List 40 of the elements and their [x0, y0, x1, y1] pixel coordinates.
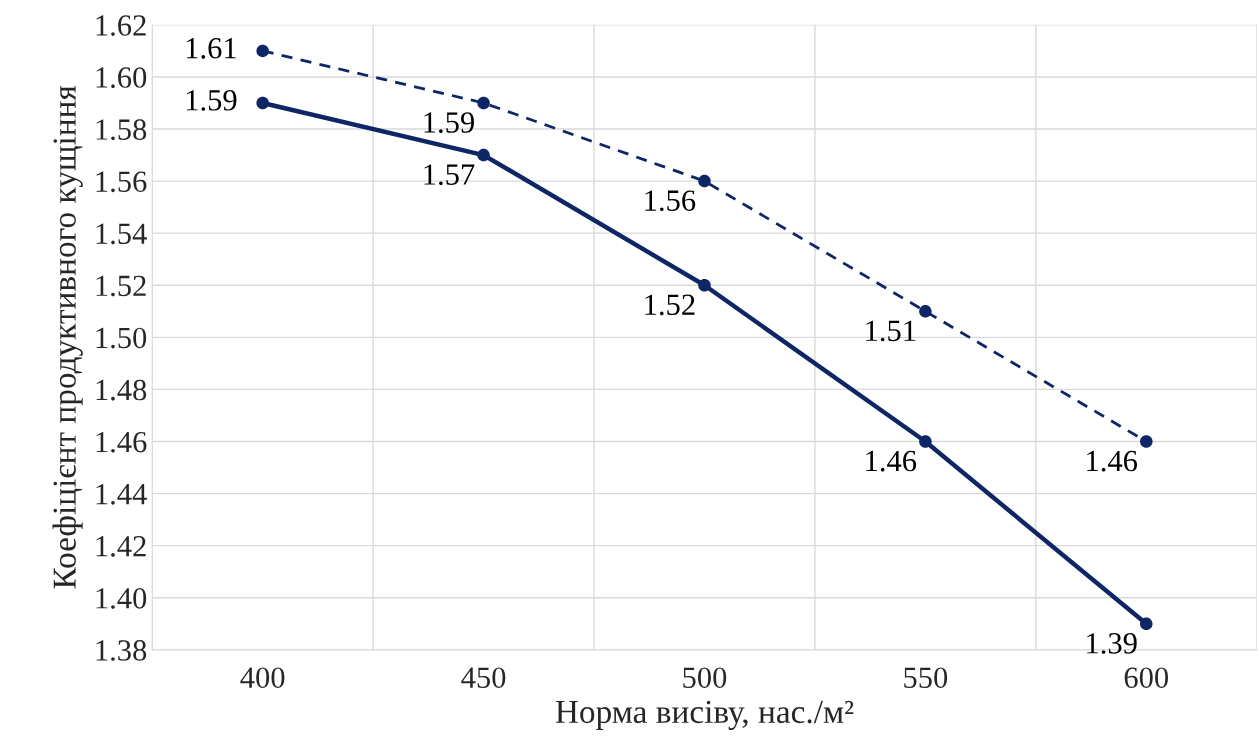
data-label: 1.57 — [424, 164, 475, 186]
point — [477, 148, 490, 162]
x-tick-label: 600 — [1124, 667, 1169, 689]
data-label: 1.59 — [186, 90, 237, 111]
x-axis-title: Норма висіву, нас./м² — [555, 700, 854, 730]
point — [477, 96, 490, 110]
x-tick-label: 500 — [683, 667, 727, 689]
data-label: 1.56 — [645, 190, 696, 212]
point — [919, 435, 932, 448]
point — [1140, 435, 1153, 448]
y-axis-title: Коефіцієнт продуктивного кущіння — [52, 85, 83, 589]
data-label: 1.51 — [866, 320, 916, 342]
point — [698, 279, 711, 292]
y-tick-label: 1.44 — [96, 484, 147, 505]
data-label: 1.52 — [645, 294, 695, 316]
y-tick-label: 1.62 — [96, 15, 146, 36]
point — [256, 96, 269, 110]
point — [256, 44, 269, 58]
y-tick-label: 1.42 — [96, 536, 146, 557]
y-tick-label: 1.56 — [96, 171, 147, 193]
y-tick-label: 1.52 — [96, 275, 146, 297]
y-tick-label: 1.46 — [96, 431, 147, 453]
y-tick-label: 1.58 — [96, 119, 147, 141]
x-tick-label: 550 — [904, 667, 948, 689]
y-tick-label: 1.48 — [96, 379, 147, 401]
data-label: 1.61 — [186, 38, 236, 59]
point — [1140, 617, 1153, 631]
x-tick-label: 400 — [240, 667, 285, 689]
point — [919, 305, 932, 318]
y-tick-label: 1.38 — [96, 640, 147, 661]
y-tick-label: 1.54 — [96, 223, 147, 245]
y-tick-label: 1.60 — [96, 67, 147, 88]
x-tick-label: 450 — [461, 667, 506, 689]
data-label: 1.46 — [866, 450, 917, 472]
point — [698, 174, 711, 188]
y-tick-label: 1.40 — [96, 588, 147, 609]
data-label: 1.39 — [1087, 633, 1137, 654]
data-label: 1.59 — [424, 112, 474, 133]
data-label: 1.46 — [1087, 450, 1138, 472]
y-tick-label: 1.50 — [96, 327, 147, 349]
